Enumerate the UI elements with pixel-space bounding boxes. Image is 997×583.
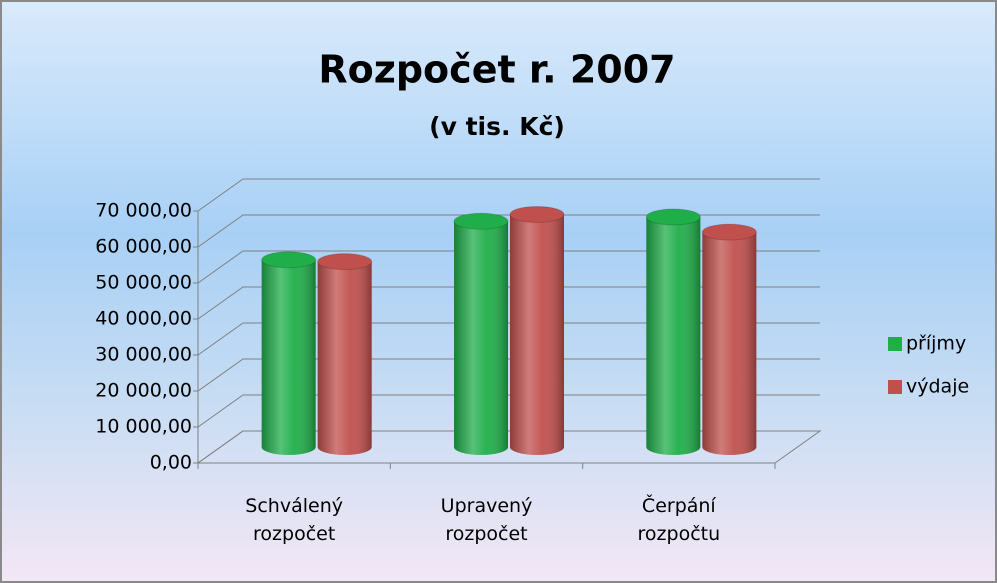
bar-top (317, 253, 373, 271)
y-tick-label: 30 000,00 (95, 344, 192, 366)
bar-top (509, 205, 565, 223)
grid-line (197, 214, 820, 248)
legend-swatch (888, 380, 902, 394)
bar-top (701, 223, 757, 241)
grid-line (197, 394, 820, 428)
bar-top (261, 251, 317, 269)
legend-label: příjmy (906, 333, 966, 355)
grid-line (197, 250, 820, 284)
bar-shade (646, 216, 701, 455)
grid-line (197, 358, 820, 392)
grid-line (197, 322, 820, 356)
grid-line (197, 178, 820, 212)
y-tick-label: 10 000,00 (95, 416, 192, 438)
y-tick-label: 20 000,00 (95, 380, 192, 402)
chart-subtitle: (v tis. Kč) (429, 112, 565, 141)
grid-line (197, 430, 820, 464)
x-tick-label: Čerpání rozpočtu (637, 495, 721, 545)
y-tick-label: 50 000,00 (95, 272, 192, 294)
bar-shade (317, 261, 372, 455)
bar-top (453, 212, 509, 230)
chart-title: Rozpočet r. 2007 (318, 48, 675, 92)
bar-shade (454, 221, 508, 455)
legend-label: výdaje (906, 376, 969, 398)
legend-swatch (888, 337, 902, 351)
y-tick-label: 70 000,00 (95, 200, 192, 222)
y-tick-label: 0,00 (150, 452, 192, 474)
x-tick-label: Schválený rozpočet (245, 495, 343, 545)
grid-line (197, 286, 820, 320)
bar-top (645, 208, 701, 226)
y-tick-label: 60 000,00 (95, 236, 192, 258)
bar-shade (510, 214, 564, 455)
x-tick-label: Upravený rozpočet (440, 495, 533, 545)
bar-shade (261, 259, 316, 455)
y-tick-label: 40 000,00 (95, 308, 192, 330)
bar-shade (702, 232, 757, 455)
